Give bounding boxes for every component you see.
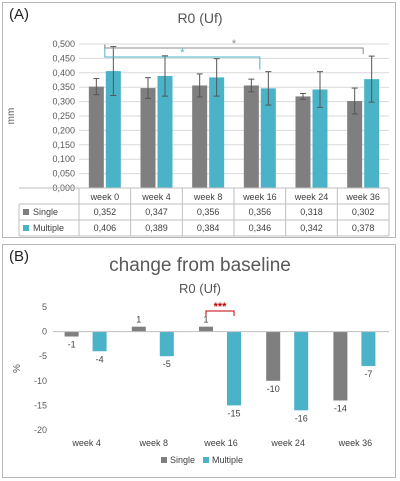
- data-label: -5: [163, 359, 171, 369]
- x-tick-label: week 24: [294, 192, 329, 202]
- y-tick-label: -5: [39, 351, 47, 361]
- bar-multiple: [209, 77, 225, 188]
- y-tick-label: -15: [34, 400, 47, 410]
- bar-single: [192, 85, 208, 188]
- bar-single: [88, 86, 104, 188]
- x-tick-label: week 16: [203, 438, 238, 448]
- y-tick-label: 0,150: [52, 140, 75, 150]
- panel-a: (A) R0 (Uf) 0,000 0,050 0,100 0,150 0,200 0,2…: [2, 2, 396, 238]
- bar-multiple: [92, 331, 107, 352]
- y-tick-label: -10: [34, 376, 47, 386]
- x-tick-label: week 4: [141, 192, 171, 202]
- panel-b-title: change from baseline: [109, 255, 291, 276]
- y-tick-label: 0,450: [52, 53, 75, 63]
- y-tick-label: 0,350: [52, 82, 75, 92]
- x-tick-label: week 16: [242, 192, 277, 202]
- bar-multiple: [312, 89, 328, 188]
- data-label: -10: [267, 384, 280, 394]
- significance-bracket: [104, 44, 364, 55]
- panel-b-label: (B): [9, 248, 29, 265]
- x-tick-label: week 8: [193, 192, 223, 202]
- y-axis-label: mm: [6, 108, 17, 125]
- panel-a-label: (A): [9, 6, 29, 23]
- bar-single: [347, 101, 363, 188]
- chart-a: 0,0000,0500,1000,1500,2000,2500,3000,350…: [6, 38, 390, 237]
- panel-b: (B) change from baseline R0 (Uf) 5 0 -5 -10…: [2, 244, 396, 478]
- y-tick-label: 0,200: [52, 125, 75, 135]
- bar-multiple: [159, 331, 174, 357]
- legend-label-single: Single: [33, 207, 58, 217]
- data-label: 1: [136, 315, 141, 325]
- y-tick-label: 0,250: [52, 111, 75, 121]
- bar-single: [333, 331, 348, 401]
- bar-multiple: [361, 331, 376, 367]
- legend-swatch-single: [161, 457, 167, 463]
- y-tick-label: 0,100: [52, 154, 75, 164]
- data-label: 0,318: [300, 207, 323, 217]
- bar-multiple: [227, 331, 241, 406]
- bar-multiple: [260, 88, 276, 188]
- bar-single: [243, 85, 259, 188]
- data-label: -1: [68, 340, 76, 350]
- y-tick-label: 0,300: [52, 97, 75, 107]
- legend-swatch-multiple: [23, 225, 29, 231]
- data-label: 0,347: [145, 207, 168, 217]
- significance-bracket: [104, 44, 261, 70]
- bar-single: [64, 331, 79, 337]
- data-label: 0,389: [145, 223, 168, 233]
- y-tick-label: 0,500: [52, 39, 75, 49]
- data-label: 0,384: [197, 223, 220, 233]
- bar-multiple: [294, 331, 309, 411]
- data-label: 0,302: [352, 207, 375, 217]
- x-tick-label: week 36: [345, 192, 380, 202]
- data-label: 1: [203, 315, 208, 325]
- x-tick-label: week 0: [90, 192, 120, 202]
- bar-multiple: [364, 79, 380, 188]
- x-tick-label: week 24: [270, 438, 305, 448]
- bar-multiple: [105, 71, 121, 188]
- data-label: -16: [295, 413, 308, 423]
- x-tick-label: week 4: [71, 438, 101, 448]
- panel-a-title: R0 (Uf): [177, 10, 223, 26]
- legend-label-single: Single: [170, 455, 195, 465]
- bar-single: [266, 331, 281, 381]
- data-label: 0,342: [300, 223, 323, 233]
- y-tick-label: 0: [42, 327, 47, 337]
- legend-label-multiple: Multiple: [212, 455, 243, 465]
- legend-label-multiple: Multiple: [33, 223, 64, 233]
- data-label: 0,352: [94, 207, 117, 217]
- bar-single: [199, 326, 213, 332]
- significance-marker: *: [180, 47, 185, 59]
- y-tick-label: -20: [34, 425, 47, 435]
- x-tick-label: week 8: [139, 438, 169, 448]
- y-tick-label: 0,400: [52, 68, 75, 78]
- data-label: 0,346: [249, 223, 272, 233]
- data-label: -14: [334, 403, 347, 413]
- data-label: -4: [96, 354, 104, 364]
- panel-b-subtitle: R0 (Uf): [179, 281, 221, 296]
- x-tick-label: week 36: [338, 438, 373, 448]
- data-label: 0,356: [197, 207, 220, 217]
- legend-swatch-single: [23, 209, 29, 215]
- y-tick-label: 0,050: [52, 169, 75, 179]
- significance-bracket: [205, 310, 235, 316]
- bar-single: [140, 88, 156, 188]
- data-label: 0,356: [249, 207, 272, 217]
- y-axis-label: %: [12, 364, 23, 373]
- data-label: -7: [364, 369, 372, 379]
- data-label: 0,406: [94, 223, 117, 233]
- significance-marker: *: [232, 38, 237, 50]
- significance-marker: ***: [214, 301, 228, 313]
- chart-b: 5 0 -5 -10 -15 -20% -1 1 1 -10 -14 -4 -5 -15 -16 -7 *** w…: [12, 301, 389, 465]
- bar-single: [131, 326, 146, 332]
- legend-swatch-multiple: [203, 457, 209, 463]
- bar-single: [295, 96, 311, 188]
- bar-multiple: [157, 75, 173, 188]
- data-label: -15: [227, 408, 240, 418]
- y-tick-label: 5: [42, 302, 47, 312]
- data-label: 0,378: [352, 223, 375, 233]
